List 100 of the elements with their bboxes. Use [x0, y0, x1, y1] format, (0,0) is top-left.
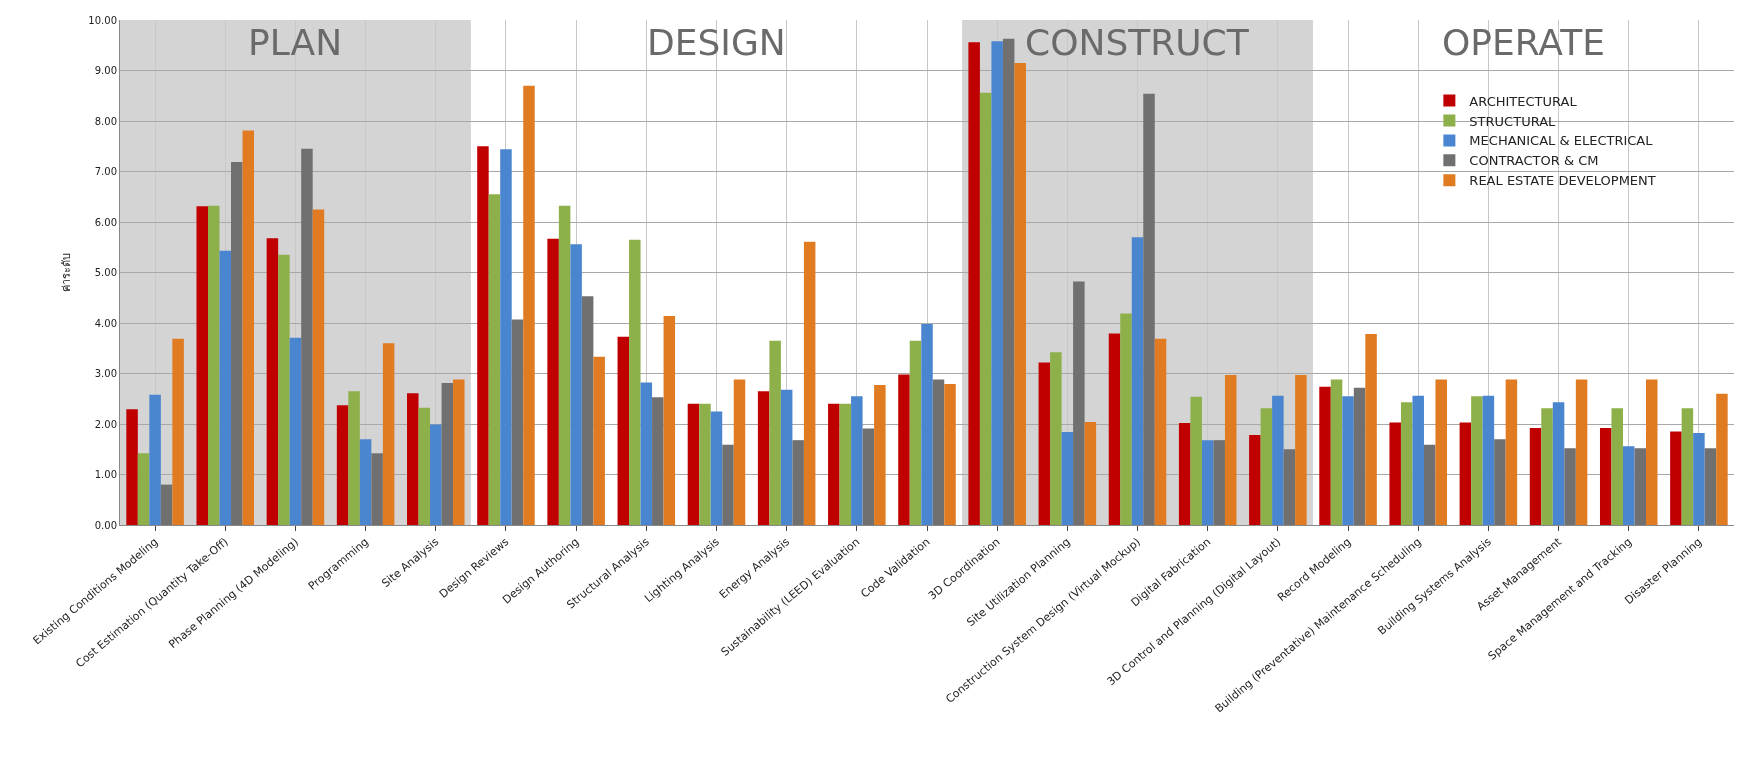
bar: [687, 403, 700, 525]
bar: [1224, 375, 1237, 525]
bar: [1529, 428, 1542, 525]
bar: [1564, 448, 1576, 525]
bar: [1622, 446, 1635, 525]
bar: [862, 428, 875, 525]
bar: [1541, 408, 1553, 525]
bar: [1038, 362, 1051, 525]
bar: [336, 405, 349, 525]
bar: [1131, 237, 1144, 525]
bar: [803, 241, 816, 525]
legend-label: MECHANICAL & ELECTRICAL: [1469, 133, 1654, 149]
bar: [1014, 62, 1026, 525]
bar: [1575, 379, 1588, 525]
bar: [1435, 379, 1447, 525]
bar: [266, 238, 279, 525]
bar: [1319, 386, 1331, 525]
bar: [1716, 393, 1728, 525]
annotation: DESIGN: [647, 22, 786, 63]
bar: [1552, 402, 1565, 525]
bar: [1213, 440, 1225, 525]
band-label: PLAN: [248, 22, 343, 63]
bar: [242, 130, 255, 525]
y-tick-label: 2.00: [94, 418, 117, 430]
bar: [547, 238, 559, 525]
bar: [371, 453, 383, 525]
bar: [1611, 408, 1623, 525]
bar: [488, 194, 501, 525]
bar: [979, 92, 992, 525]
bar: [1272, 395, 1284, 525]
bar: [1365, 334, 1377, 525]
y-tick-label: 3.00: [94, 368, 117, 379]
y-axis-title: ค่าระดับ: [60, 253, 74, 292]
bar: [921, 324, 933, 525]
bar: [208, 205, 220, 525]
bar: [1670, 431, 1682, 525]
legend-label: REAL ESTATE DEVELOPMENT: [1469, 173, 1656, 189]
bar: [1389, 422, 1401, 525]
bar: [1459, 422, 1472, 525]
bar: [1693, 433, 1705, 525]
bar: [1120, 313, 1132, 525]
bar: [126, 409, 138, 525]
bar: [289, 337, 302, 525]
bar: [453, 379, 465, 525]
bar: [1634, 448, 1646, 525]
bar: [160, 484, 173, 525]
bar: [874, 385, 886, 525]
bar: [219, 250, 232, 525]
bar: [757, 391, 770, 525]
band-label: CONSTRUCT: [1025, 22, 1250, 63]
y-tick-label: 0.00: [94, 519, 117, 531]
bar: [699, 403, 711, 525]
bar: [523, 85, 535, 525]
bar: [909, 340, 922, 525]
y-tick-label: 9.00: [94, 65, 117, 76]
bar: [477, 146, 489, 525]
bar: [301, 148, 313, 525]
bar: [558, 205, 571, 525]
y-tick-label: 4.00: [94, 317, 117, 329]
bar: [792, 440, 804, 525]
bar: [430, 424, 442, 525]
bar: [617, 336, 630, 525]
bar: [1505, 379, 1518, 525]
bar: [1061, 432, 1074, 525]
bar: [1412, 395, 1424, 525]
bar: [1050, 352, 1062, 525]
bar: [1295, 375, 1307, 525]
bar: [1330, 379, 1343, 525]
legend-label: STRUCTURAL: [1469, 113, 1557, 129]
bar: [991, 41, 1003, 525]
bar: [500, 149, 512, 525]
bar: [441, 383, 454, 525]
bar: [1084, 421, 1097, 525]
bar: [780, 389, 793, 525]
bar: [1178, 422, 1191, 525]
bar: [1681, 408, 1694, 525]
bar: [312, 209, 325, 525]
bar: [828, 403, 840, 525]
bar: [1154, 338, 1167, 525]
bar: [640, 382, 653, 525]
bar: [382, 343, 395, 525]
bar: [511, 319, 524, 525]
bar: [149, 394, 161, 525]
bar: [407, 393, 419, 525]
y-tick-label: 6.00: [94, 216, 117, 228]
y-tick-label: 5.00: [94, 267, 117, 278]
bar: [570, 244, 582, 525]
bar: [231, 161, 243, 525]
bar: [1599, 428, 1612, 525]
bar: [898, 374, 910, 525]
bar: [1471, 396, 1483, 525]
bar: [1646, 379, 1658, 525]
bar: [733, 379, 746, 525]
bar: [851, 396, 863, 525]
annotation: OPERATE: [1442, 22, 1605, 63]
bar: [722, 444, 734, 525]
bar: [968, 42, 980, 525]
bar: [1073, 281, 1085, 525]
bar: [278, 254, 290, 525]
bar: [1108, 333, 1121, 525]
